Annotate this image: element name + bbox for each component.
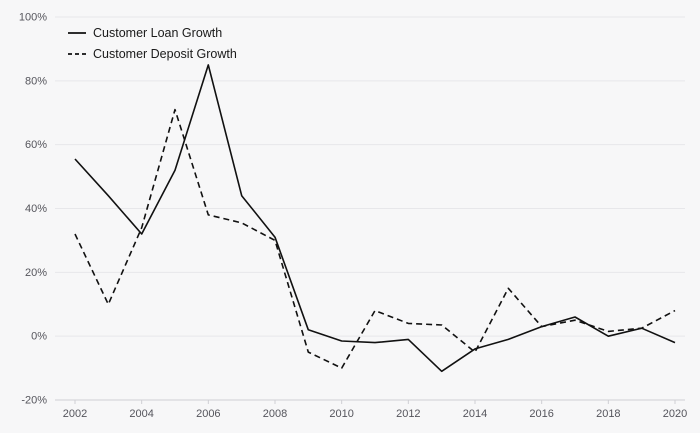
y-tick-label: -20% <box>21 395 47 407</box>
legend-label-deposit-growth: Customer Deposit Growth <box>93 47 237 61</box>
series-line-deposit-growth <box>74 108 676 369</box>
x-tick-label: 2004 <box>129 408 153 420</box>
dashed-line-swatch-icon <box>68 53 86 55</box>
series-line-loan-growth <box>74 64 676 373</box>
y-tick-label: 40% <box>25 203 47 215</box>
x-tick-label: 2010 <box>329 408 353 420</box>
y-tick-label: 80% <box>25 75 47 87</box>
x-tick-label: 2006 <box>196 408 220 420</box>
legend-label-loan-growth: Customer Loan Growth <box>93 26 223 40</box>
y-tick-label: 0% <box>31 331 47 343</box>
x-tick-label: 2012 <box>396 408 420 420</box>
x-tick-label: 2016 <box>529 408 553 420</box>
chart-legend: Customer Loan Growth Customer Deposit Gr… <box>68 26 237 61</box>
legend-item-loan-growth: Customer Loan Growth <box>68 26 237 40</box>
x-tick-label: 2008 <box>263 408 287 420</box>
solid-line-swatch-icon <box>68 32 86 34</box>
x-tick-label: 2020 <box>663 408 687 420</box>
x-tick-label: 2002 <box>63 408 87 420</box>
x-tick-label: 2018 <box>596 408 620 420</box>
y-tick-label: 20% <box>25 267 47 279</box>
legend-item-deposit-growth: Customer Deposit Growth <box>68 47 237 61</box>
y-tick-label: 100% <box>19 12 47 24</box>
y-tick-label: 60% <box>25 139 47 151</box>
x-tick-label: 2014 <box>463 408 487 420</box>
